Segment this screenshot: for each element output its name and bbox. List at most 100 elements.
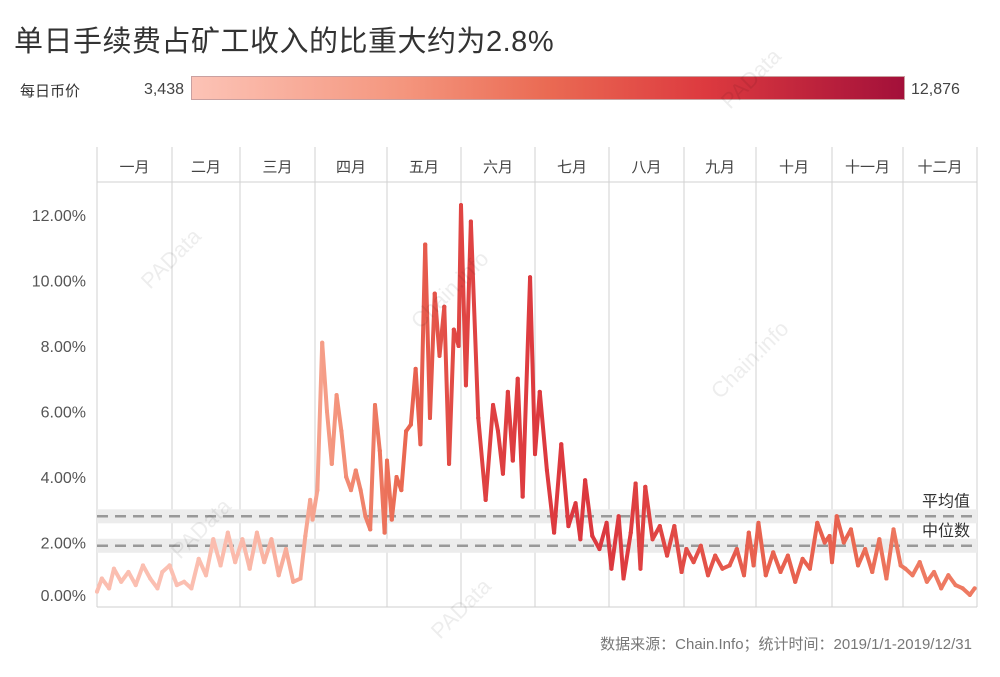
data-point [447, 461, 452, 466]
line-segment [877, 537, 889, 581]
data-point [863, 547, 868, 552]
y-tick-label: 6.00% [41, 405, 86, 422]
line-segment [834, 514, 846, 545]
line-segment [616, 514, 626, 581]
line-segment [240, 537, 252, 571]
data-point [310, 517, 315, 522]
data-point [451, 327, 456, 332]
data-point [633, 481, 638, 486]
data-point [303, 533, 308, 538]
data-point [225, 530, 230, 535]
line-segment [399, 429, 409, 493]
data-point [734, 547, 739, 552]
line-segment [771, 550, 783, 574]
data-point [891, 527, 896, 532]
data-point [254, 530, 259, 535]
watermark: PAData [166, 493, 237, 564]
data-point [583, 478, 588, 483]
data-point [160, 569, 165, 574]
data-point [638, 566, 643, 571]
data-point [628, 530, 633, 535]
data-point [315, 488, 320, 493]
data-point [432, 291, 437, 296]
data-point [573, 501, 578, 506]
watermark: PAData [136, 223, 207, 294]
data-point [358, 488, 363, 493]
data-point [353, 468, 358, 473]
data-point [917, 560, 922, 565]
reference-line-label: 平均值 [922, 492, 970, 510]
data-point [334, 393, 339, 398]
data-point [211, 537, 216, 542]
data-point [807, 566, 812, 571]
data-point [691, 560, 696, 565]
data-point [834, 514, 839, 519]
data-point [247, 566, 252, 571]
data-point [528, 275, 533, 280]
line-segment [247, 530, 259, 571]
data-point [283, 547, 288, 552]
data-point [932, 569, 937, 574]
watermark: Chain.info [406, 246, 494, 334]
data-point [830, 560, 834, 565]
data-point [196, 556, 201, 561]
data-point [597, 547, 602, 552]
data-point [559, 442, 564, 447]
data-point [698, 543, 703, 548]
month-label: 七月 [557, 159, 587, 176]
reference-line-label: 中位数 [922, 522, 970, 540]
line-segment [946, 573, 958, 588]
data-point [468, 219, 473, 224]
data-point [672, 524, 677, 529]
line-segment [679, 547, 689, 574]
line-segment [233, 537, 245, 565]
data-point [189, 586, 194, 591]
line-segment [870, 537, 882, 574]
data-point [590, 533, 595, 538]
data-point [174, 583, 179, 588]
data-point [389, 517, 394, 522]
color-legend-gradient [191, 76, 905, 100]
data-point [344, 475, 349, 479]
data-point [368, 527, 373, 532]
data-point [967, 592, 972, 597]
line-segment [373, 402, 382, 453]
data-point [399, 488, 404, 493]
data-point [133, 583, 138, 588]
data-point [552, 530, 557, 535]
data-point [349, 488, 353, 493]
line-segment [298, 533, 308, 581]
month-label: 九月 [705, 159, 735, 176]
line-segment [276, 547, 288, 578]
data-point [298, 576, 303, 581]
data-point [413, 366, 418, 371]
data-point [204, 573, 208, 578]
color-legend-min: 3,438 [143, 81, 184, 98]
line-segment [884, 527, 896, 581]
data-point [119, 579, 124, 584]
data-point [291, 579, 296, 584]
data-point [373, 402, 377, 407]
data-point [684, 547, 689, 552]
data-point [706, 573, 710, 578]
data-point [621, 576, 626, 581]
data-point [404, 429, 409, 434]
line-segment [225, 530, 238, 565]
line-segment [932, 569, 944, 591]
line-segment [353, 468, 363, 493]
line-segment [544, 468, 557, 535]
data-point [771, 550, 776, 555]
line-segment [621, 530, 633, 581]
data-point [111, 566, 116, 571]
month-label: 五月 [409, 159, 439, 176]
data-point [643, 484, 648, 489]
data-point [148, 576, 153, 581]
line-segment [785, 553, 798, 584]
data-point [182, 579, 187, 584]
data-point [713, 553, 718, 558]
data-point [665, 553, 670, 558]
y-tick-label: 12.00% [32, 208, 86, 225]
series-line [95, 203, 977, 597]
data-point [483, 497, 488, 502]
